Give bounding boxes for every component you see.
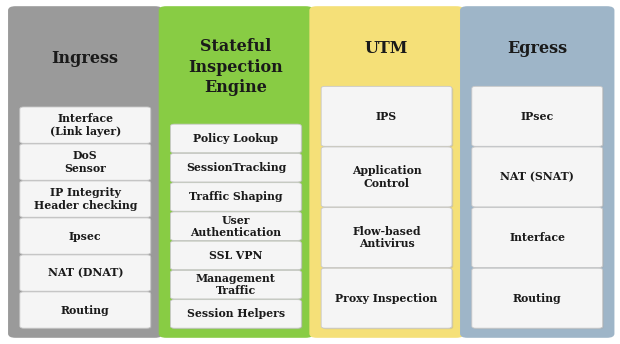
Text: NAT (DNAT): NAT (DNAT)	[48, 268, 123, 279]
Text: Management
Traffic: Management Traffic	[196, 273, 276, 296]
Text: Policy Lookup: Policy Lookup	[193, 133, 278, 144]
FancyBboxPatch shape	[20, 107, 151, 143]
Text: Egress: Egress	[507, 40, 567, 57]
Text: IP Integrity
Header checking: IP Integrity Header checking	[33, 187, 137, 211]
Text: SessionTracking: SessionTracking	[186, 162, 286, 173]
Text: IPS: IPS	[376, 111, 397, 122]
FancyBboxPatch shape	[473, 208, 604, 269]
Text: DoS
Sensor: DoS Sensor	[64, 150, 106, 174]
Text: Interface: Interface	[509, 232, 565, 243]
FancyBboxPatch shape	[170, 212, 301, 240]
FancyBboxPatch shape	[322, 208, 453, 269]
FancyBboxPatch shape	[172, 213, 303, 241]
Text: Routing: Routing	[513, 293, 562, 304]
FancyBboxPatch shape	[473, 87, 604, 147]
FancyBboxPatch shape	[321, 86, 452, 146]
FancyBboxPatch shape	[321, 147, 452, 207]
FancyBboxPatch shape	[172, 301, 303, 329]
FancyBboxPatch shape	[473, 269, 604, 329]
FancyBboxPatch shape	[460, 6, 614, 338]
FancyBboxPatch shape	[172, 184, 303, 212]
FancyBboxPatch shape	[473, 148, 604, 208]
FancyBboxPatch shape	[20, 292, 151, 328]
Text: Interface
(Link layer): Interface (Link layer)	[50, 114, 121, 137]
FancyBboxPatch shape	[172, 125, 303, 154]
FancyBboxPatch shape	[20, 181, 151, 217]
Text: NAT (SNAT): NAT (SNAT)	[500, 171, 574, 182]
FancyBboxPatch shape	[21, 182, 152, 218]
FancyBboxPatch shape	[170, 300, 301, 328]
FancyBboxPatch shape	[472, 207, 603, 268]
Text: Application
Control: Application Control	[352, 165, 422, 189]
Text: Session Helpers: Session Helpers	[187, 309, 285, 319]
FancyBboxPatch shape	[321, 268, 452, 328]
Text: User
Authentication: User Authentication	[190, 215, 281, 238]
Text: UTM: UTM	[365, 40, 408, 57]
FancyBboxPatch shape	[472, 147, 603, 207]
FancyBboxPatch shape	[170, 124, 301, 153]
FancyBboxPatch shape	[170, 153, 301, 182]
FancyBboxPatch shape	[472, 86, 603, 146]
FancyBboxPatch shape	[172, 154, 303, 183]
FancyBboxPatch shape	[172, 271, 303, 300]
FancyBboxPatch shape	[20, 144, 151, 180]
FancyBboxPatch shape	[21, 256, 152, 292]
Text: Stateful
Inspection
Engine: Stateful Inspection Engine	[188, 38, 283, 96]
Text: Proxy Inspection: Proxy Inspection	[335, 293, 438, 304]
FancyBboxPatch shape	[21, 219, 152, 255]
FancyBboxPatch shape	[170, 183, 301, 211]
FancyBboxPatch shape	[472, 268, 603, 328]
FancyBboxPatch shape	[20, 255, 151, 291]
Text: Routing: Routing	[61, 304, 110, 315]
FancyBboxPatch shape	[309, 6, 464, 338]
Text: Flow-based
Antivirus: Flow-based Antivirus	[352, 226, 421, 249]
Text: IPsec: IPsec	[521, 111, 554, 122]
FancyBboxPatch shape	[322, 269, 453, 329]
FancyBboxPatch shape	[170, 241, 301, 270]
FancyBboxPatch shape	[321, 207, 452, 268]
FancyBboxPatch shape	[21, 293, 152, 329]
FancyBboxPatch shape	[8, 6, 162, 338]
FancyBboxPatch shape	[322, 87, 453, 147]
Text: Ipsec: Ipsec	[69, 230, 102, 241]
Text: Ingress: Ingress	[51, 50, 119, 67]
Text: SSL VPN: SSL VPN	[209, 250, 263, 261]
FancyBboxPatch shape	[21, 145, 152, 181]
FancyBboxPatch shape	[21, 108, 152, 144]
FancyBboxPatch shape	[322, 148, 453, 208]
FancyBboxPatch shape	[20, 218, 151, 254]
Text: Traffic Shaping: Traffic Shaping	[189, 192, 283, 202]
FancyBboxPatch shape	[159, 6, 313, 338]
FancyBboxPatch shape	[172, 242, 303, 271]
FancyBboxPatch shape	[170, 270, 301, 299]
